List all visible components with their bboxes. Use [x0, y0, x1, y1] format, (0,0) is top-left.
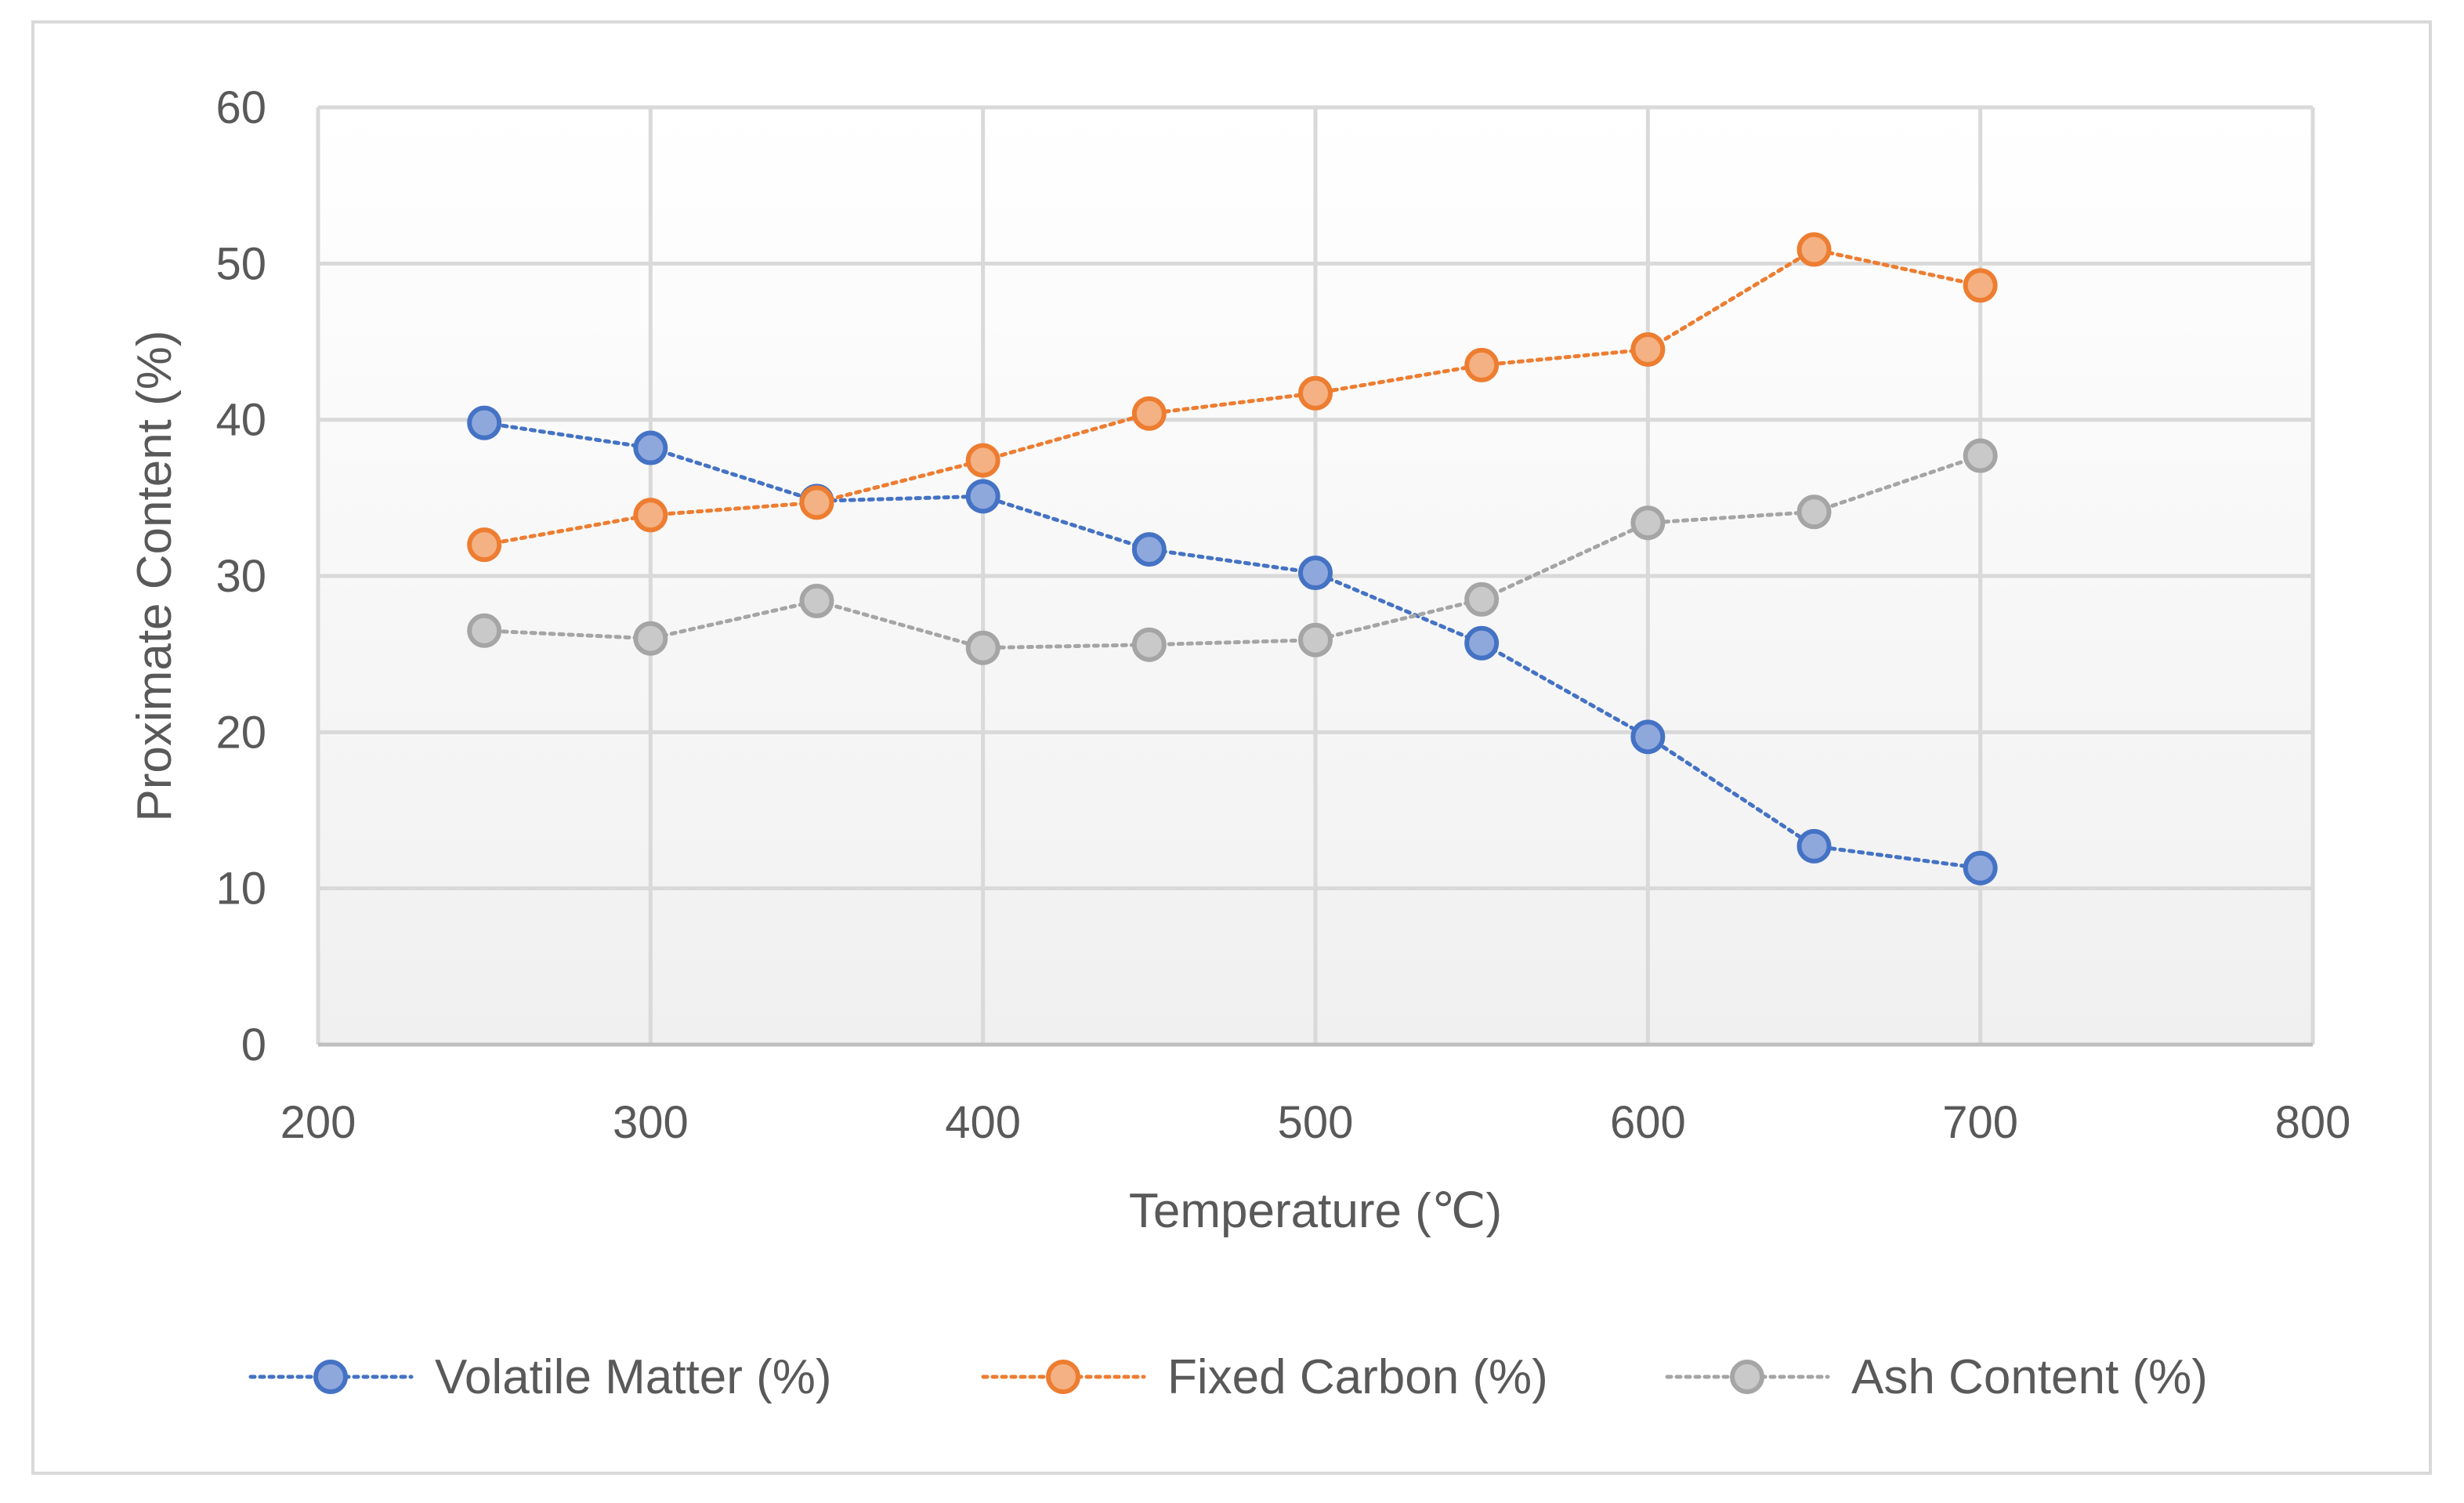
y-tick-label: 40 — [215, 395, 266, 446]
data-point — [799, 485, 834, 520]
data-point — [1630, 505, 1666, 541]
data-point — [799, 583, 834, 618]
data-point — [467, 613, 502, 648]
legend-item-2: Fixed Carbon (%) — [981, 1350, 1548, 1404]
data-point — [1298, 375, 1333, 411]
data-point — [1464, 347, 1500, 382]
legend-item-3: Ash Content (%) — [1665, 1350, 2208, 1404]
data-point — [1963, 850, 1998, 886]
y-tick-label: 50 — [215, 238, 266, 289]
data-point — [1464, 581, 1500, 617]
data-point — [1630, 719, 1666, 755]
axis-layer: 200 300 400 500 600 700 800 0 10 20 30 40 50 60 — [215, 82, 2350, 1148]
legend-marker-swatch — [1046, 1360, 1080, 1394]
series-2 — [467, 232, 1998, 563]
grid-layer — [316, 105, 2315, 1047]
y-tick-label: 30 — [215, 551, 266, 602]
series-line — [482, 421, 1983, 871]
x-tick-label: 500 — [1278, 1097, 1354, 1148]
legend-marker-swatch — [1730, 1360, 1764, 1394]
data-point — [1464, 625, 1500, 661]
data-point — [1131, 532, 1167, 567]
data-point — [1796, 494, 1832, 530]
series-line — [482, 247, 1983, 547]
legend-marker-swatch — [313, 1360, 348, 1394]
legend-item-1: Volatile Matter (%) — [248, 1350, 832, 1404]
data-point — [965, 630, 1000, 665]
y-tick-label: 60 — [215, 82, 266, 133]
data-point — [633, 498, 668, 533]
series-line — [482, 454, 1983, 650]
legend-label: Ash Content (%) — [1851, 1350, 2208, 1404]
x-tick-label: 400 — [945, 1097, 1021, 1148]
x-axis-title: Temperature (℃) — [1129, 1184, 1502, 1238]
data-point — [1630, 331, 1666, 367]
y-tick-label: 10 — [215, 864, 266, 914]
data-point — [1963, 438, 1998, 473]
x-tick-label: 600 — [1610, 1097, 1686, 1148]
legend-label: Fixed Carbon (%) — [1167, 1350, 1548, 1404]
data-point — [467, 405, 502, 440]
data-point — [965, 443, 1000, 478]
data-point — [1298, 622, 1333, 657]
y-tick-label: 20 — [215, 707, 266, 758]
x-tick-label: 800 — [2275, 1097, 2351, 1148]
data-point — [633, 430, 668, 465]
data-point — [1796, 828, 1832, 864]
series-layer — [467, 232, 1998, 886]
data-point — [1131, 396, 1167, 431]
data-point — [633, 621, 668, 656]
x-tick-label: 300 — [613, 1097, 689, 1148]
legend: Volatile Matter (%) Fixed Carbon (%) Ash C… — [248, 1350, 2208, 1404]
series-3 — [467, 438, 1998, 665]
data-point — [965, 479, 1000, 514]
series-1 — [467, 405, 1998, 886]
y-axis-title: Proximate Content (%) — [128, 330, 182, 821]
legend-label: Volatile Matter (%) — [435, 1350, 832, 1404]
data-point — [1796, 232, 1832, 267]
data-point — [467, 527, 502, 563]
data-point — [1963, 268, 1998, 303]
data-point — [1131, 627, 1167, 662]
x-tick-label: 200 — [280, 1097, 356, 1148]
data-point — [1298, 556, 1333, 591]
x-tick-label: 700 — [1942, 1097, 2018, 1148]
y-tick-label: 0 — [241, 1020, 266, 1070]
